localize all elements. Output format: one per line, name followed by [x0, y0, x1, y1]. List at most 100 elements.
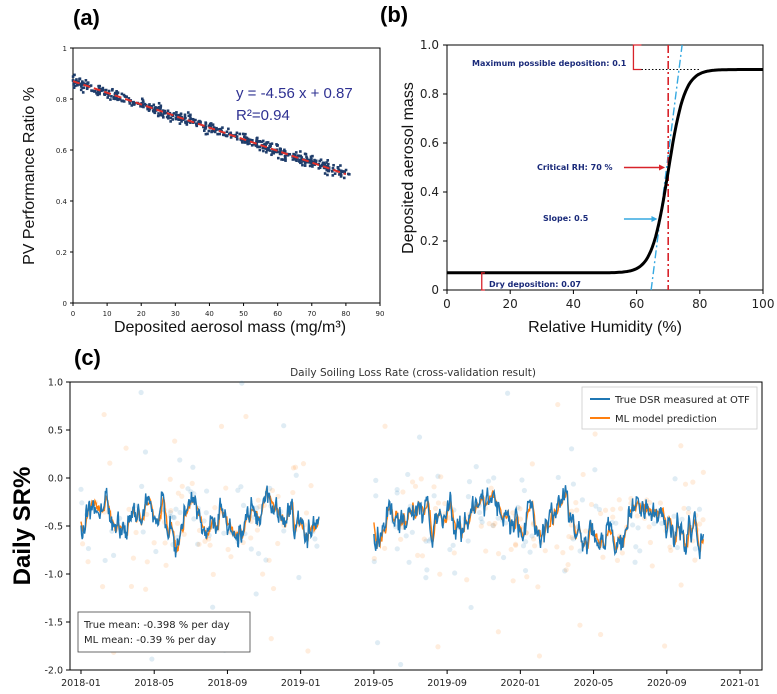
chart-c-point	[177, 457, 183, 463]
chart-a-point	[243, 141, 247, 144]
chart-c-point	[167, 476, 173, 482]
chart-c-point	[179, 483, 185, 489]
chart-a-ytick-label: 0.6	[56, 147, 68, 155]
chart-c-point	[686, 505, 692, 512]
chart-a-point	[284, 157, 287, 160]
chart-c-point	[281, 423, 287, 429]
chart-a-point	[172, 112, 176, 115]
chart-a-point	[107, 94, 110, 97]
chart-a-point	[279, 148, 282, 152]
chart-a-point	[185, 123, 189, 126]
chart-a-point	[303, 161, 307, 165]
panel-a-tag: (a)	[73, 5, 100, 30]
chart-c-point	[223, 485, 229, 491]
chart-c-point	[400, 489, 406, 495]
chart-a-point	[139, 104, 142, 108]
chart-a-point	[253, 142, 257, 146]
chart-c-point	[527, 549, 533, 555]
chart-c-point	[659, 520, 665, 527]
chart-a-ytick-label: 0	[63, 300, 67, 308]
chart-a-point	[283, 154, 287, 158]
chart-b-critical-label: Critical RH: 70 %	[537, 163, 613, 172]
chart-a-point	[75, 78, 78, 81]
chart-a-point	[174, 117, 178, 121]
chart-c-point	[373, 477, 379, 483]
chart-c-point	[700, 469, 706, 475]
legend-box	[581, 386, 758, 430]
chart-a-point	[183, 113, 187, 117]
chart-a-point	[299, 161, 302, 165]
chart-a-point	[280, 152, 283, 156]
chart-a-point	[186, 111, 190, 114]
chart-c-point	[598, 510, 604, 517]
chart-a-point	[262, 149, 265, 153]
chart-c-point	[490, 523, 497, 529]
chart-c-point	[426, 538, 432, 544]
chart-a-point	[310, 157, 313, 161]
chart-a-point	[169, 116, 173, 120]
chart-c-point	[171, 514, 177, 521]
chart-a-point	[283, 150, 287, 153]
chart-c-point	[647, 499, 653, 506]
chart-a-point	[153, 110, 156, 114]
chart-a-point	[294, 151, 298, 154]
chart-a-point	[199, 120, 202, 124]
chart-a-xtick-label: 90	[376, 310, 385, 318]
chart-a-point	[79, 88, 83, 92]
chart-a-point	[265, 148, 269, 152]
chart-a-point	[288, 152, 292, 156]
chart-a-point	[112, 95, 116, 99]
chart-a-point	[178, 122, 182, 125]
chart-a-point	[177, 118, 180, 121]
chart-c-point	[140, 529, 146, 535]
chart-a-point	[269, 142, 272, 146]
chart-a-r2: R²=0.94	[236, 107, 290, 124]
chart-a-point	[265, 150, 268, 154]
chart-a-point	[244, 132, 247, 136]
chart-c-point	[139, 483, 145, 489]
chart-a-point	[313, 163, 316, 166]
chart-c-point	[179, 493, 185, 499]
chart-c-point	[486, 521, 492, 527]
chart-a-ytick-label: 0.8	[56, 96, 67, 104]
chart-b-curve	[447, 68, 763, 275]
chart-a-point	[95, 91, 98, 95]
chart-a-point	[320, 164, 323, 168]
chart-c-point	[266, 557, 272, 563]
chart-c-legend: True DSR measured at OTF ML model predic…	[581, 386, 758, 430]
chart-c-point	[536, 653, 543, 659]
chart-c-point	[312, 536, 318, 542]
chart-a-point	[298, 158, 301, 162]
chart-a-point	[338, 173, 341, 176]
chart-c-point	[196, 541, 202, 547]
chart-a-point	[100, 89, 103, 93]
chart-c-point	[610, 514, 616, 520]
chart-c-point	[562, 568, 568, 574]
chart-c-point	[415, 552, 421, 558]
chart-a-point	[141, 99, 145, 102]
chart-c-point	[107, 460, 113, 466]
chart-a-point	[127, 97, 131, 100]
chart-c-point	[144, 559, 150, 565]
chart-a-point	[146, 107, 149, 111]
chart-a-point	[202, 125, 205, 129]
chart-c-point	[560, 550, 566, 556]
chart-a-point	[132, 100, 135, 104]
chart-c-point	[700, 517, 706, 523]
chart-c-point	[529, 461, 535, 467]
chart-a-ytick-label: 0.4	[56, 198, 68, 206]
chart-a-xtick-label: 20	[137, 310, 146, 318]
chart-c-ytick-label: -2.0	[44, 666, 63, 677]
chart-a-point	[247, 139, 250, 143]
chart-c-point	[382, 545, 388, 551]
chart-c-point	[172, 438, 178, 444]
chart-a-point	[326, 173, 329, 177]
chart-c-point	[563, 567, 569, 573]
chart-c-point	[522, 539, 529, 545]
chart-a-point	[157, 101, 161, 105]
chart-b-xlabel: Relative Humidity (%)	[528, 319, 682, 336]
chart-a-point	[309, 160, 313, 164]
chart-c-point	[580, 471, 586, 478]
chart-c-point	[305, 648, 311, 654]
chart-c-point	[468, 604, 474, 611]
